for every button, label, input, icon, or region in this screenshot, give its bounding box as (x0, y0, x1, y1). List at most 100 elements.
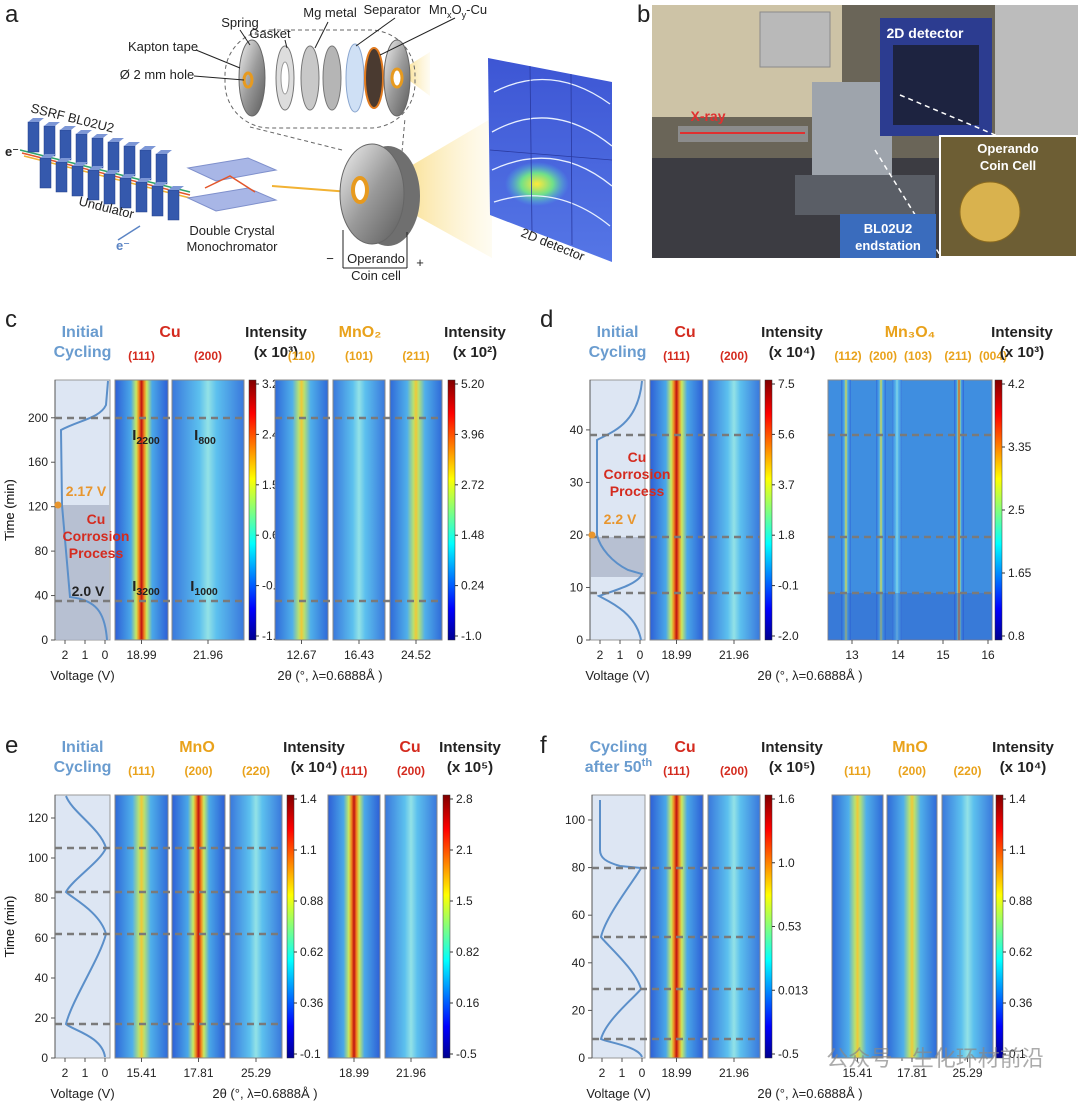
annotation: I2200 (132, 427, 160, 447)
heatmap (114, 794, 169, 1059)
crystal (186, 157, 278, 182)
x-axis-label: 2θ (°, λ=0.6888Å ) (277, 668, 382, 683)
colorbar-tick-label: 1.1 (1009, 843, 1026, 857)
y-tick-label: 20 (570, 528, 584, 542)
zoom-line (249, 126, 343, 151)
colorbar-title: (x 10³) (254, 344, 298, 361)
colorbar-tick-label: -0.5 (778, 1047, 799, 1061)
heatmap (886, 794, 938, 1059)
colorbar-tick-label: 2.72 (461, 478, 485, 492)
label: Operando (977, 141, 1038, 156)
magnet (75, 133, 88, 165)
magnet (135, 181, 148, 213)
y-tick-label: 10 (570, 580, 584, 594)
marker-dot (54, 501, 62, 509)
peak-label: (220) (953, 764, 981, 778)
magnet (55, 161, 68, 193)
x-tick-label: 12.67 (286, 648, 316, 662)
colorbar-tick-label: 3.7 (778, 478, 795, 492)
y-tick-label: 0 (576, 633, 583, 647)
heatmap-peak (841, 380, 851, 640)
x-tick-label: 21.96 (396, 1066, 426, 1080)
x-axis-label: 2θ (°, λ=0.6888Å ) (757, 668, 862, 683)
label: − (326, 251, 334, 266)
side-label: Cycling (590, 739, 648, 756)
heatmap-peak (954, 380, 964, 640)
colorbar-title: (x 10⁵) (769, 759, 815, 776)
colorbar-title: (x 10⁴) (1000, 759, 1047, 776)
panel-letter: a (5, 1, 19, 28)
script-text: y (462, 10, 467, 20)
y-tick-label: 0 (41, 1051, 48, 1065)
heatmap (827, 379, 993, 641)
v-tick-label: 1 (617, 648, 624, 662)
colorbar-tick-label: 0.013 (778, 983, 808, 997)
colorbar (248, 379, 257, 641)
v-tick-label: 2 (62, 1066, 69, 1080)
text-part: O (451, 2, 461, 17)
peak-label: (111) (663, 764, 690, 778)
colorbar-tick-label: 1.5 (456, 894, 473, 908)
colorbar-tick-label: -1.0 (461, 629, 482, 643)
colorbar-tick-label: 1.6 (778, 792, 795, 806)
peak-label: (200) (720, 764, 748, 778)
panel-letter: e (5, 732, 18, 759)
y-tick-label: 60 (35, 931, 49, 945)
colorbar-tick-label: 1.65 (1008, 566, 1032, 580)
phase-label: Cu (399, 739, 420, 756)
heatmap (171, 794, 226, 1059)
label: SSRF BL02U2 (29, 100, 115, 135)
colorbar-title: Intensity (991, 324, 1053, 341)
magnet (123, 145, 136, 177)
phase-label: MnO (179, 739, 215, 756)
x-tick-label: 17.81 (183, 1066, 213, 1080)
crystal (186, 187, 278, 212)
y-axis-label: Time (min) (2, 896, 17, 958)
magnet-top (168, 186, 184, 190)
panel-letter: c (5, 306, 17, 333)
y-tick-label: 80 (35, 544, 49, 558)
text-part: I (132, 427, 136, 444)
colorbar-tick-label: 0.1 (1009, 1047, 1026, 1061)
x-tick-label: 13 (845, 648, 859, 662)
annotation: Process (610, 483, 665, 499)
colorbar-tick-label: 1.0 (778, 856, 795, 870)
label: Gasket (249, 26, 291, 41)
magnet (59, 129, 72, 161)
label: Double Crystal (189, 223, 274, 238)
colorbar-title: Intensity (761, 324, 823, 341)
x-tick-label: 16.43 (344, 648, 374, 662)
x-tick-label: 18.99 (661, 1066, 691, 1080)
x-tick-label: 15.41 (126, 1066, 156, 1080)
annotation: Cu (628, 449, 647, 465)
panel-letter: d (540, 306, 553, 333)
script-text: 1000 (194, 586, 218, 598)
colorbar (764, 379, 773, 641)
annotation: I800 (194, 427, 216, 447)
beam (204, 175, 256, 193)
magnet-top (104, 170, 120, 174)
side-label: Cycling (54, 344, 112, 361)
y-tick-label: 80 (572, 861, 586, 875)
coin-window (351, 176, 369, 204)
colorbar-title: Intensity (245, 324, 307, 341)
heatmap (332, 379, 386, 641)
x-tick-label: 16 (981, 648, 995, 662)
side-label: Initial (62, 739, 104, 756)
heatmap (389, 379, 443, 641)
peak-label: (200) (898, 764, 926, 778)
diffraction-spot (505, 162, 569, 206)
text-part: -Cu (466, 2, 487, 17)
disc (300, 45, 320, 111)
heatmap-peak (892, 380, 902, 640)
label: Separator (363, 2, 421, 17)
x-tick-label: 18.99 (339, 1066, 369, 1080)
detector-plate (488, 58, 612, 262)
script-text: 2200 (136, 435, 160, 447)
colorbar-tick-label: 0.36 (300, 996, 324, 1010)
electron-arrow (117, 225, 141, 241)
label: 2D detector (886, 25, 964, 41)
annotation: 2.2 V (604, 511, 637, 527)
coin-cell (339, 143, 405, 245)
